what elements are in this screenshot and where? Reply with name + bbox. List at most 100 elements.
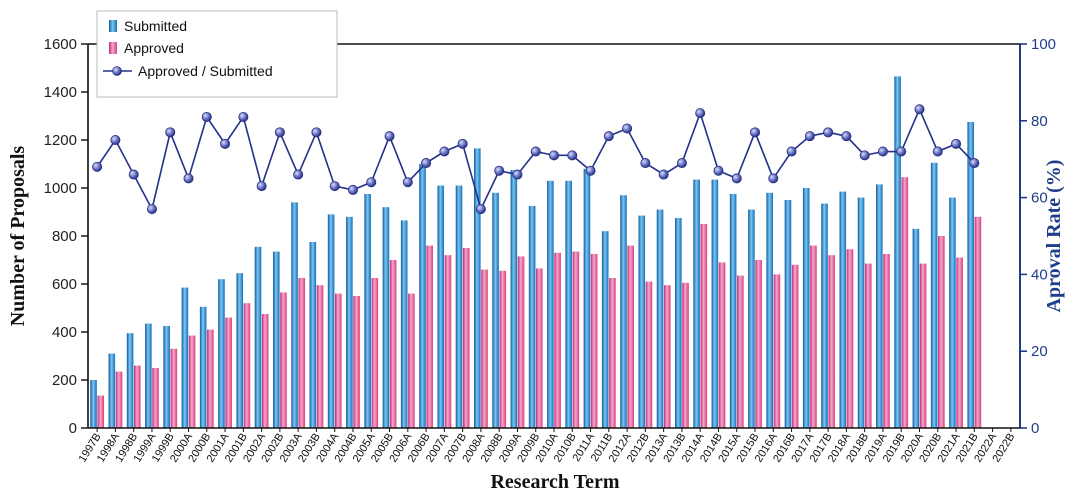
approval-rate-point (530, 146, 541, 157)
approval-rate-point (128, 169, 139, 180)
approval-rate-point (658, 169, 669, 180)
bar-approved (225, 317, 232, 428)
bar-approved (700, 224, 708, 428)
legend-marker-rate (112, 66, 122, 76)
bar-submitted (821, 203, 828, 428)
y-tick-label: 800 (52, 228, 77, 245)
bar-approved (389, 260, 397, 428)
bar-approved (682, 282, 689, 428)
approval-rate-point (640, 158, 651, 169)
approval-rate-point (183, 173, 194, 184)
approval-rate-point (384, 131, 395, 142)
bar-submitted (455, 185, 463, 428)
bar-submitted (346, 216, 353, 428)
bar-approved (718, 262, 726, 428)
bar-approved (883, 254, 890, 428)
bar-submitted (876, 184, 883, 428)
y2-tick-label: 100 (1031, 36, 1056, 53)
y-tick-label: 0 (69, 420, 77, 437)
bar-submitted (510, 170, 518, 428)
legend: Submitted Approved Approved / Submitted (96, 10, 338, 98)
approval-rate-point (512, 169, 523, 180)
bar-approved (737, 275, 744, 428)
approval-rate-point (804, 131, 815, 142)
bar-approved (408, 293, 415, 428)
approval-rate-point (951, 138, 962, 149)
bar-approved (956, 257, 963, 428)
bar-approved (663, 285, 671, 428)
bar-approved (152, 368, 159, 428)
bar-approved (353, 296, 360, 428)
approval-rate-point (823, 127, 834, 138)
approval-rate-point (201, 111, 212, 122)
bar-approved (919, 263, 927, 428)
bar-approved (316, 285, 324, 428)
approval-rate-point (311, 127, 322, 138)
bar-submitted (967, 122, 975, 428)
approval-rate-point (841, 131, 852, 142)
bar-approved (627, 245, 634, 428)
bar-submitted (675, 218, 682, 428)
approval-rate-point (676, 158, 687, 169)
bar-approved (773, 274, 781, 428)
bar-approved (810, 245, 817, 428)
bar-submitted (254, 246, 262, 428)
bar-approved (335, 293, 342, 428)
bar-submitted (181, 287, 189, 428)
approval-rate-point (750, 127, 761, 138)
bar-approved (207, 329, 214, 428)
bar-approved (170, 348, 178, 428)
approval-rate-point (695, 108, 706, 119)
y-tick-label: 400 (52, 324, 77, 341)
bar-approved (828, 255, 836, 428)
bar-submitted (437, 185, 445, 428)
bar-submitted (711, 179, 719, 428)
approval-rate-point (859, 150, 870, 161)
approval-rate-point (603, 131, 614, 142)
bar-approved (755, 260, 762, 428)
bar-submitted (565, 180, 572, 428)
bar-submitted (199, 306, 207, 428)
bar-submitted (620, 195, 627, 428)
bar-submitted (126, 333, 134, 428)
bar-submitted (90, 380, 97, 428)
bar-submitted (218, 279, 225, 428)
legend-label-rate: Approved / Submitted (138, 63, 273, 79)
approval-rate-point (494, 165, 505, 176)
bar-submitted (108, 353, 116, 428)
bar-submitted (766, 192, 773, 428)
y2-tick-label: 80 (1031, 113, 1048, 130)
y2-tick-label: 40 (1031, 266, 1048, 283)
y2-tick-label: 20 (1031, 343, 1048, 360)
approval-rate-point (768, 173, 779, 184)
bar-submitted (382, 207, 390, 428)
bar-approved (517, 256, 525, 428)
bar-submitted (656, 209, 664, 428)
bar-submitted (638, 215, 646, 428)
bar-approved (791, 264, 799, 428)
approval-rate-point (421, 158, 432, 169)
approval-rate-point (896, 146, 907, 157)
bar-approved (188, 335, 196, 428)
bar-submitted (693, 179, 700, 428)
bar-approved (864, 263, 872, 428)
bar-approved (590, 254, 598, 428)
bar-submitted (949, 197, 956, 428)
x-axis-title: Research Term (490, 471, 619, 492)
bar-submitted (291, 202, 298, 428)
approval-rate-point (567, 150, 578, 161)
plot-area (90, 76, 982, 429)
bar-approved (298, 278, 306, 428)
bar-approved (426, 245, 433, 428)
bar-approved (846, 249, 854, 428)
bar-approved (974, 216, 982, 428)
approval-rate-point (713, 165, 724, 176)
bar-submitted (272, 251, 280, 428)
bar-approved (133, 365, 141, 428)
bar-submitted (419, 164, 426, 428)
bar-approved (261, 314, 269, 428)
approval-rate-point (969, 158, 980, 169)
y-axis-right: 0 20 40 60 80 100 (1019, 36, 1056, 437)
bar-approved (371, 278, 379, 428)
bar-approved (536, 268, 543, 428)
